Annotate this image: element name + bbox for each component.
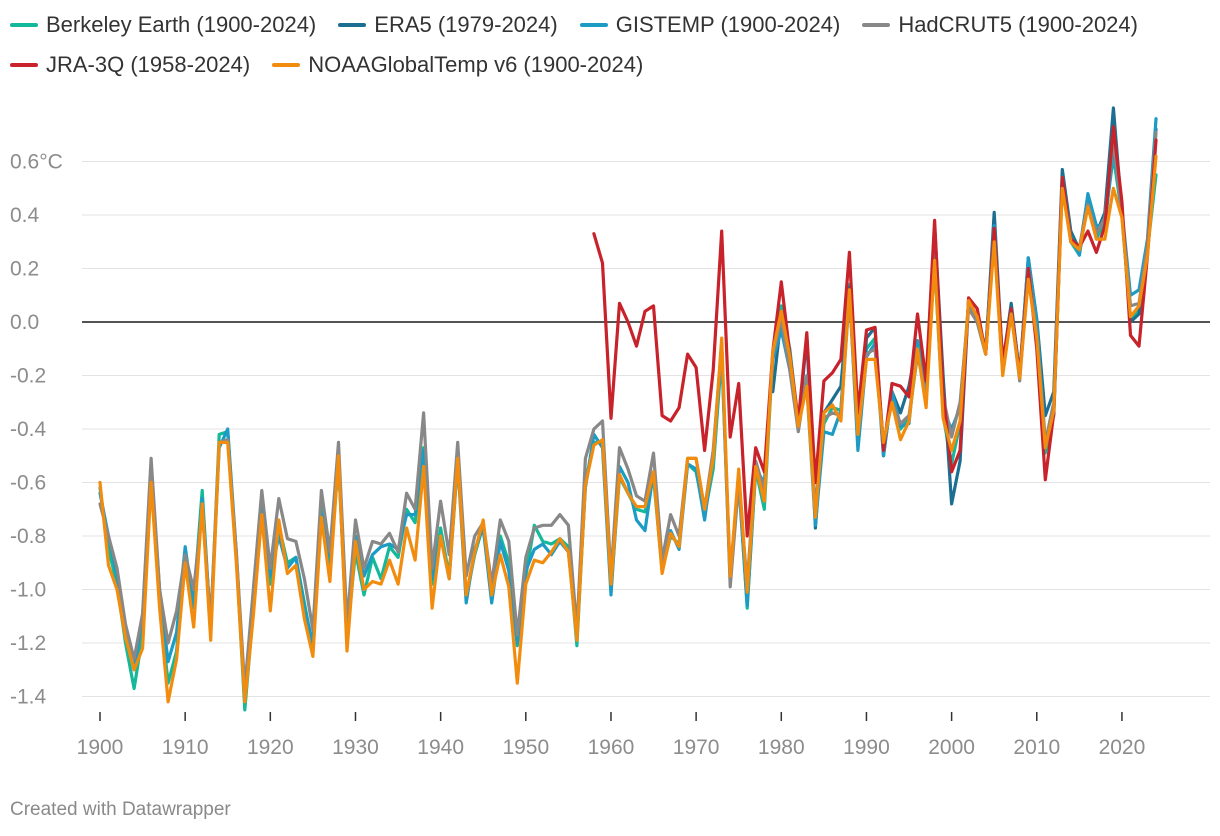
x-tick-label: 1920 — [247, 736, 294, 759]
legend-item: NOAAGlobalTemp v6 (1900-2024) — [272, 52, 643, 78]
legend-swatch — [10, 63, 38, 67]
x-tick-label: 1940 — [417, 736, 464, 759]
gridlines — [82, 161, 1210, 697]
legend-label: ERA5 (1979-2024) — [374, 12, 558, 37]
series-line — [98, 130, 1158, 691]
chart-legend: Berkeley Earth (1900-2024) ERA5 (1979-202… — [10, 12, 1200, 78]
legend-item: JRA-3Q (1958-2024) — [10, 52, 250, 78]
y-axis: 0.6°C 0.4 0.2 0.0 -0.2 -0.4 -0.6 -0.8 -1.0 -1.2 -1… — [10, 151, 63, 709]
legend-label: NOAAGlobalTemp v6 (1900-2024) — [308, 52, 644, 77]
legend-item: Berkeley Earth (1900-2024) — [10, 12, 316, 38]
series-lines — [98, 106, 1158, 712]
y-tick-label: 0.6°C — [10, 151, 63, 174]
legend-item: ERA5 (1979-2024) — [338, 12, 558, 38]
legend-swatch — [338, 23, 367, 27]
y-tick-label: -1.0 — [10, 579, 46, 602]
credit-text: Created with Datawrapper — [10, 799, 231, 820]
x-tick-label: 1960 — [588, 736, 635, 759]
x-tick-label: 2020 — [1099, 736, 1146, 759]
y-tick-label: -1.2 — [10, 632, 46, 655]
x-tick-label: 1900 — [77, 736, 124, 759]
x-tick-label: 1990 — [843, 736, 890, 759]
series-line — [98, 154, 1158, 704]
x-tick-label: 1980 — [758, 736, 805, 759]
legend-item: HadCRUT5 (1900-2024) — [862, 12, 1138, 38]
x-tick-label: 1970 — [673, 736, 720, 759]
y-tick-label: 0.4 — [10, 204, 40, 227]
x-tick-label: 1950 — [502, 736, 549, 759]
series-line — [592, 125, 1158, 538]
y-tick-label: -0.2 — [10, 365, 46, 388]
legend-swatch — [10, 23, 38, 27]
y-tick-label: 0.0 — [10, 311, 39, 334]
legend-label: GISTEMP (1900-2024) — [615, 12, 841, 37]
legend-label: HadCRUT5 (1900-2024) — [898, 12, 1138, 37]
x-tick-label: 1910 — [162, 736, 209, 759]
series-line — [771, 106, 1158, 530]
x-tick-label: 2010 — [1013, 736, 1060, 759]
y-tick-label: -0.6 — [10, 472, 46, 495]
legend-swatch — [862, 23, 891, 27]
y-tick-label: -0.4 — [10, 418, 47, 441]
series-line — [98, 117, 1158, 699]
legend-swatch — [579, 23, 608, 27]
legend-item: GISTEMP (1900-2024) — [579, 12, 841, 38]
x-tick-label: 2000 — [928, 736, 975, 759]
legend-label: Berkeley Earth (1900-2024) — [46, 12, 317, 37]
legend-label: JRA-3Q (1958-2024) — [46, 52, 251, 77]
legend-swatch — [272, 63, 301, 67]
x-tick-label: 1930 — [332, 736, 379, 759]
y-tick-label: -1.4 — [10, 686, 47, 709]
x-axis: 1900 1910 1920 1930 1940 1950 1960 1970 1980 1990… — [77, 712, 1146, 759]
y-tick-label: 0.2 — [10, 258, 39, 281]
y-tick-label: -0.8 — [10, 525, 46, 548]
series-line — [98, 154, 1158, 712]
